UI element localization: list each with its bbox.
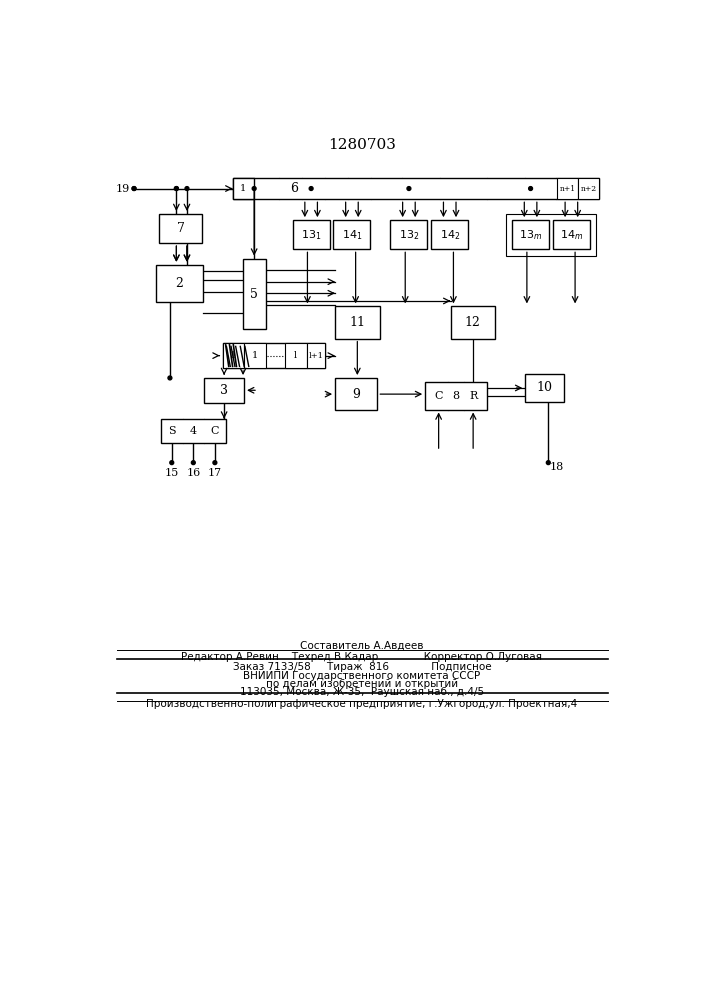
Bar <box>512 220 549 249</box>
Bar <box>223 343 244 368</box>
Bar <box>160 214 201 243</box>
Text: $14_m$: $14_m$ <box>560 228 583 242</box>
Text: 15: 15 <box>165 468 179 478</box>
Bar <box>156 265 204 302</box>
Text: 8: 8 <box>452 391 460 401</box>
Text: 11: 11 <box>349 316 366 329</box>
Circle shape <box>252 187 256 190</box>
Text: 17: 17 <box>208 468 222 478</box>
Text: R: R <box>469 391 477 401</box>
Bar <box>307 343 325 368</box>
Circle shape <box>529 187 532 190</box>
Bar <box>244 343 266 368</box>
Bar <box>450 306 495 339</box>
Circle shape <box>175 187 178 190</box>
Text: 113035, Москва, Ж-35,  Раушская наб., д.4/5: 113035, Москва, Ж-35, Раушская наб., д.4… <box>240 687 484 697</box>
Text: $14_2$: $14_2$ <box>440 228 460 242</box>
Bar <box>553 220 590 249</box>
Bar <box>425 382 486 410</box>
Circle shape <box>175 187 178 190</box>
Text: Составитель А.Авдеев: Составитель А.Авдеев <box>300 641 423 651</box>
Bar <box>204 378 244 403</box>
Circle shape <box>309 187 313 190</box>
Text: n+2: n+2 <box>580 185 597 193</box>
Text: 12: 12 <box>465 316 481 329</box>
Text: 5: 5 <box>250 288 258 301</box>
Circle shape <box>132 187 136 190</box>
Circle shape <box>407 187 411 190</box>
Text: Заказ 7133/58     Тираж  816             Подписное: Заказ 7133/58 Тираж 816 Подписное <box>233 662 491 672</box>
Circle shape <box>213 461 217 465</box>
Text: $13_2$: $13_2$ <box>399 228 419 242</box>
Bar <box>243 259 266 329</box>
Bar <box>161 419 226 443</box>
Text: 7: 7 <box>177 222 185 235</box>
Circle shape <box>192 461 195 465</box>
Text: 10: 10 <box>537 381 552 394</box>
Circle shape <box>168 376 172 380</box>
Text: n+1: n+1 <box>559 185 575 193</box>
Text: 6: 6 <box>290 182 298 195</box>
Text: Редактор А.Ревин    Техред В.Кадар              Корректор О.Луговая: Редактор А.Ревин Техред В.Кадар Корректо… <box>182 652 542 662</box>
Bar <box>334 220 370 249</box>
Circle shape <box>185 187 189 190</box>
Circle shape <box>170 461 174 465</box>
Text: 2: 2 <box>175 277 183 290</box>
Bar <box>578 178 599 199</box>
Text: $13_1$: $13_1$ <box>301 228 322 242</box>
Bar <box>557 178 578 199</box>
Bar <box>293 220 329 249</box>
Text: 19: 19 <box>116 184 130 194</box>
Bar <box>335 378 378 410</box>
Text: 1: 1 <box>252 351 258 360</box>
Text: Производственно-полиграфическое предприятие, г.Ужгород,ул. Проектная,4: Производственно-полиграфическое предприя… <box>146 699 578 709</box>
Text: C: C <box>434 391 443 401</box>
Text: l: l <box>294 351 298 360</box>
Circle shape <box>132 187 136 190</box>
Text: 3: 3 <box>220 384 228 397</box>
Text: 1: 1 <box>240 184 247 193</box>
Text: ВНИИПИ Государственного комитета СССР: ВНИИПИ Государственного комитета СССР <box>243 671 481 681</box>
Text: $14_1$: $14_1$ <box>341 228 362 242</box>
Text: C: C <box>211 426 219 436</box>
Text: 9: 9 <box>352 388 360 401</box>
Bar <box>525 374 563 402</box>
Circle shape <box>547 461 550 465</box>
Bar <box>233 178 254 199</box>
Text: 18: 18 <box>550 462 564 472</box>
Bar <box>285 343 307 368</box>
Text: l+1: l+1 <box>308 352 323 360</box>
Text: $13_m$: $13_m$ <box>519 228 542 242</box>
Text: по делам изобретений и открытий: по делам изобретений и открытий <box>266 679 458 689</box>
Bar <box>506 214 596 256</box>
Text: S: S <box>168 426 175 436</box>
Bar <box>390 220 428 249</box>
Text: 4: 4 <box>189 426 197 436</box>
Bar <box>223 343 325 368</box>
Bar <box>431 220 468 249</box>
Text: 16: 16 <box>186 468 201 478</box>
Text: 1280703: 1280703 <box>328 138 396 152</box>
Bar <box>233 178 599 199</box>
Bar <box>335 306 380 339</box>
Text: 1: 1 <box>230 351 236 360</box>
